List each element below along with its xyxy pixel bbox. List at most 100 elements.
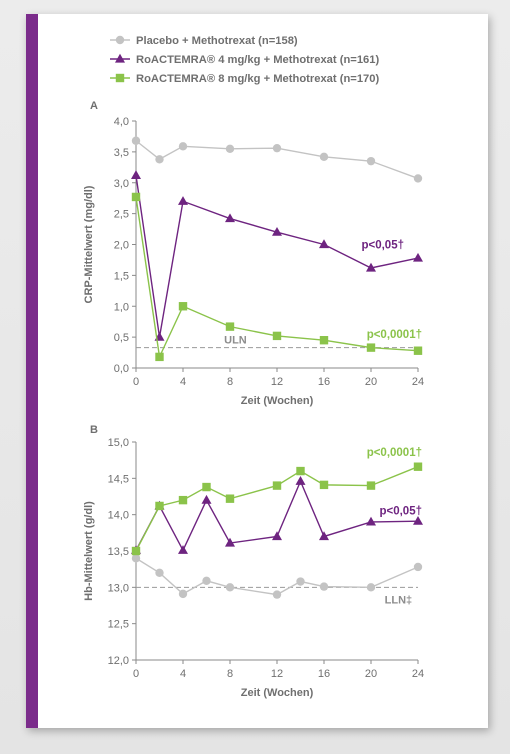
data-point [413, 252, 423, 262]
series-line [135, 557, 419, 596]
data-point [319, 582, 329, 591]
x-tick-label: 24 [412, 668, 424, 680]
y-tick-label: 15,0 [108, 437, 129, 449]
purple-border-bar [26, 14, 38, 728]
data-point [225, 494, 235, 503]
data-point [225, 144, 235, 153]
data-point [366, 481, 376, 490]
data-point [272, 331, 282, 341]
x-tick-label: 12 [271, 668, 283, 680]
data-point [155, 568, 164, 577]
x-tick-label: 4 [180, 376, 186, 388]
data-point [272, 590, 282, 599]
data-point [201, 494, 212, 504]
legend-label: Placebo + Methotrexat (n=158) [136, 35, 298, 47]
series-placebo [131, 554, 423, 599]
y-tick-label: 3,0 [114, 178, 129, 190]
x-tick-label: 20 [365, 376, 377, 388]
data-point [178, 545, 188, 554]
y-tick-label: 4,0 [114, 116, 129, 128]
data-point [155, 501, 164, 511]
data-point [178, 142, 188, 151]
y-tick-label: 13,5 [108, 546, 129, 558]
data-point [413, 562, 423, 572]
x-tick-label: 0 [133, 668, 139, 680]
y-axis-label: Hb-Mittelwert (g/dl) [83, 501, 95, 601]
data-point [131, 546, 141, 556]
p-value-annotation: p<0,05† [379, 505, 422, 517]
x-tick-label: 12 [271, 376, 283, 388]
data-point [155, 155, 164, 164]
p-value-annotation: p<0,0001† [367, 447, 422, 459]
y-tick-label: 1,0 [114, 301, 129, 313]
y-tick-label: 0,0 [114, 363, 129, 375]
x-axis-label: Zeit (Wochen) [241, 395, 314, 407]
data-point [413, 346, 423, 355]
y-tick-label: 1,5 [114, 270, 129, 282]
x-tick-label: 16 [318, 668, 330, 680]
data-point [272, 226, 282, 236]
data-point [131, 170, 141, 179]
data-point [131, 136, 141, 145]
chart-panel-b: B 12,0 12,5 13,0 13,5 14,0 14,5 15,0 0 4 8 12 16 20 24… [83, 424, 424, 699]
panel-label: A [90, 100, 98, 112]
x-tick-label: 8 [227, 668, 233, 680]
data-point [272, 531, 282, 541]
data-point [296, 466, 305, 476]
chart-panel-a: A 0,0 0,5 1,0 1,5 2,0 2,5 3,0 3,5 4,0 0 4 8 12 16 20 24 Z… [83, 100, 424, 407]
series-line [135, 175, 419, 338]
y-tick-label: 14,0 [108, 510, 129, 522]
data-point [202, 482, 211, 492]
data-point [366, 343, 376, 352]
data-point [202, 576, 211, 585]
data-point [178, 589, 188, 599]
y-tick-label: 2,5 [114, 209, 129, 221]
data-point [319, 336, 329, 345]
data-point [366, 516, 376, 526]
chart-legend: Placebo + Methotrexat (n=158) RoACTEMRA® … [110, 35, 379, 85]
data-point [366, 262, 376, 272]
series-placebo [131, 136, 423, 183]
data-point [225, 537, 235, 547]
data-point [131, 554, 141, 563]
series-tcz8 [131, 192, 423, 362]
data-point [413, 516, 423, 525]
data-point [319, 531, 329, 541]
reference-line-label: ULN [224, 335, 247, 347]
legend-marker [115, 35, 125, 45]
x-tick-label: 16 [318, 376, 330, 388]
reference-line-label: LLN‡ [385, 594, 413, 606]
data-point [272, 481, 282, 490]
series-line [135, 140, 419, 180]
data-point [272, 143, 282, 153]
data-point [178, 302, 188, 311]
data-point [178, 495, 188, 505]
x-axis-label: Zeit (Wochen) [241, 687, 314, 699]
data-point [413, 174, 423, 183]
y-tick-label: 3,5 [114, 147, 129, 159]
y-tick-label: 2,0 [114, 240, 129, 252]
y-tick-label: 13,0 [108, 582, 129, 594]
data-point [131, 192, 141, 202]
x-tick-label: 4 [180, 668, 186, 680]
y-axis-label: CRP-Mittelwert (mg/dl) [83, 185, 95, 303]
data-point [413, 462, 423, 471]
x-tick-label: 24 [412, 376, 424, 388]
legend-label: RoACTEMRA® 8 mg/kg + Methotrexat (n=170) [136, 73, 379, 85]
legend-label: RoACTEMRA® 4 mg/kg + Methotrexat (n=161) [136, 54, 379, 66]
legend-marker [115, 53, 125, 63]
y-tick-label: 12,0 [108, 655, 129, 667]
data-point [178, 196, 188, 205]
series-line [135, 196, 419, 360]
p-value-annotation: p<0,0001† [367, 329, 422, 341]
series-line [135, 466, 419, 552]
y-tick-label: 12,5 [108, 619, 129, 631]
figure-canvas: Placebo + Methotrexat (n=158) RoACTEMRA® … [83, 35, 424, 699]
p-value-annotation: p<0,05† [361, 240, 404, 252]
data-point [366, 156, 376, 166]
data-point [319, 480, 329, 490]
series-tcz4 [131, 170, 423, 341]
x-tick-label: 20 [365, 668, 377, 680]
document-sheet: Placebo + Methotrexat (n=158) RoACTEMRA® … [26, 14, 488, 728]
